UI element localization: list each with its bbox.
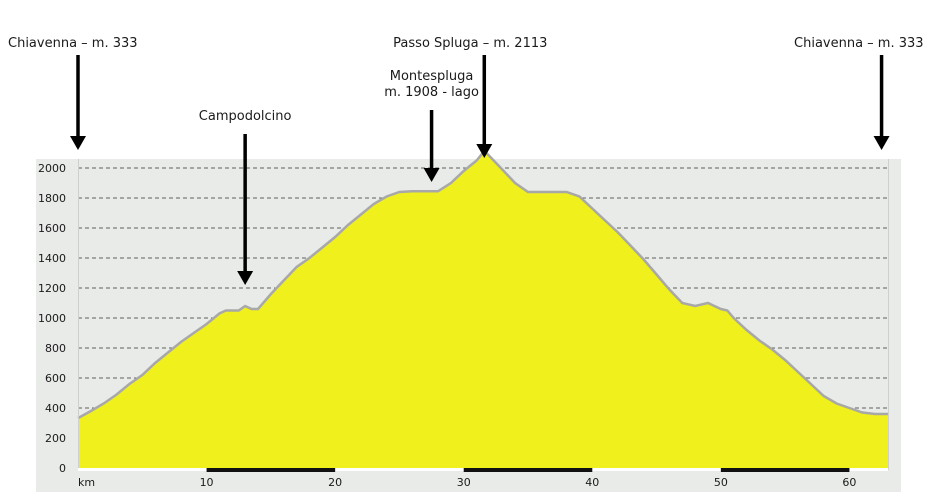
- y-tick-label: 1000: [38, 312, 66, 325]
- y-tick-label: 1600: [38, 222, 66, 235]
- y-tick-label: 400: [45, 402, 66, 415]
- annotation-label: Chiavenna – m. 333: [8, 36, 138, 51]
- scale-bar-segment: [720, 468, 850, 472]
- annotation-arrow-head: [237, 271, 254, 285]
- annotation-label: Montespluga: [390, 69, 474, 84]
- annotation-label: Passo Spluga – m. 2113: [393, 36, 547, 51]
- annotation-label: Chiavenna – m. 333: [794, 36, 924, 51]
- x-tick-label: 30: [457, 476, 471, 489]
- annotation-1: Chiavenna – m. 333: [8, 36, 138, 150]
- annotation-arrow-head: [476, 144, 493, 158]
- annotations: Chiavenna – m. 333 Campodolcino Montesplug…: [8, 36, 924, 285]
- x-tick-label: 40: [585, 476, 599, 489]
- y-tick-label: 600: [45, 372, 66, 385]
- x-tick-label: 60: [842, 476, 856, 489]
- y-tick-label: 0: [59, 462, 66, 475]
- x-tick-label: 50: [714, 476, 728, 489]
- y-tick-label: 1200: [38, 282, 66, 295]
- annotation-arrow-head: [70, 136, 86, 150]
- elevation-area: [78, 151, 888, 468]
- annotation-4: Passo Spluga – m. 2113: [393, 36, 547, 158]
- y-tick-label: 800: [45, 342, 66, 355]
- x-axis-unit-label: km: [78, 476, 95, 489]
- annotation-2: Campodolcino: [199, 109, 292, 285]
- y-tick-label: 200: [45, 432, 66, 445]
- annotation-arrow-head: [423, 168, 440, 182]
- x-tick-label: 20: [328, 476, 342, 489]
- scale-bar-segment: [206, 468, 336, 472]
- annotation-5: Chiavenna – m. 333: [794, 36, 924, 150]
- y-axis-ticks: 0 200 400 600 800 1000 1200 1400 1600 1800 2000: [38, 162, 66, 475]
- x-axis-ticks: 10 20 30 40 50 60: [200, 476, 857, 489]
- scale-bar-segment: [463, 468, 593, 472]
- annotation-sublabel: m. 1908 - lago: [384, 85, 479, 100]
- x-tick-label: 10: [200, 476, 214, 489]
- annotation-label: Campodolcino: [199, 109, 292, 124]
- elevation-outline: [77, 149, 888, 420]
- x-axis-scale-bar: [78, 468, 888, 472]
- y-tick-label: 1800: [38, 192, 66, 205]
- y-tick-label: 2000: [38, 162, 66, 175]
- annotation-arrow-head: [873, 136, 890, 150]
- y-tick-label: 1400: [38, 252, 66, 265]
